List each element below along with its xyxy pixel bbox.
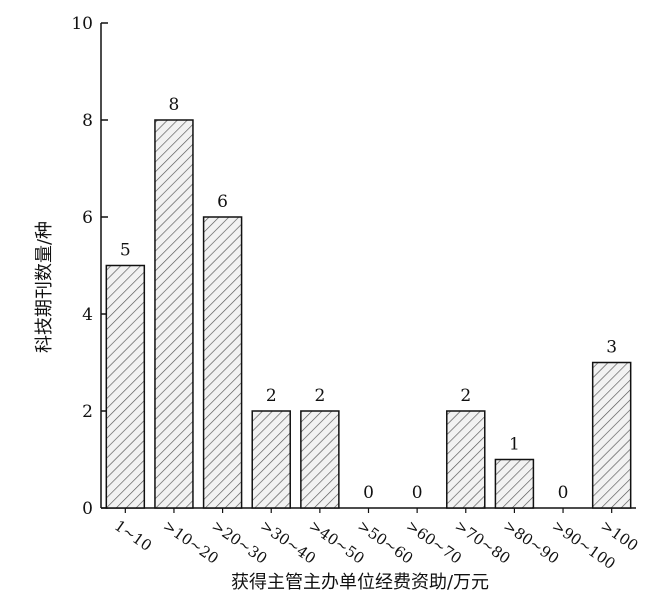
bar bbox=[105, 264, 146, 509]
bar bbox=[300, 410, 340, 509]
data-label: 2 bbox=[314, 386, 325, 406]
data-label: 0 bbox=[558, 483, 569, 503]
y-axis-title: 科技期刊数量/种 bbox=[34, 221, 55, 353]
bar bbox=[591, 361, 632, 509]
y-tick-label: 0 bbox=[82, 499, 93, 519]
x-tick-label: 1~10 bbox=[111, 517, 155, 555]
data-label: 3 bbox=[606, 338, 617, 358]
data-label: 5 bbox=[120, 241, 131, 261]
y-tick-label: 8 bbox=[82, 111, 93, 131]
data-label: 2 bbox=[460, 386, 471, 406]
y-tick-label: 2 bbox=[82, 402, 93, 422]
data-label: 0 bbox=[363, 483, 374, 503]
data-label: 1 bbox=[509, 435, 520, 455]
y-tick-label: 6 bbox=[82, 208, 93, 228]
data-label: 2 bbox=[266, 386, 277, 406]
bars bbox=[105, 119, 632, 509]
bar bbox=[251, 410, 291, 509]
bar bbox=[154, 119, 194, 509]
data-label: 8 bbox=[169, 95, 180, 115]
bar bbox=[494, 458, 535, 509]
data-label: 0 bbox=[412, 483, 423, 503]
y-tick-label: 4 bbox=[82, 305, 93, 325]
bar bbox=[446, 410, 486, 509]
bar bbox=[202, 216, 243, 509]
data-label: 6 bbox=[217, 192, 228, 212]
x-axis-title: 获得主管主办单位经费资助/万元 bbox=[231, 572, 489, 593]
y-tick-label: 10 bbox=[71, 14, 93, 34]
